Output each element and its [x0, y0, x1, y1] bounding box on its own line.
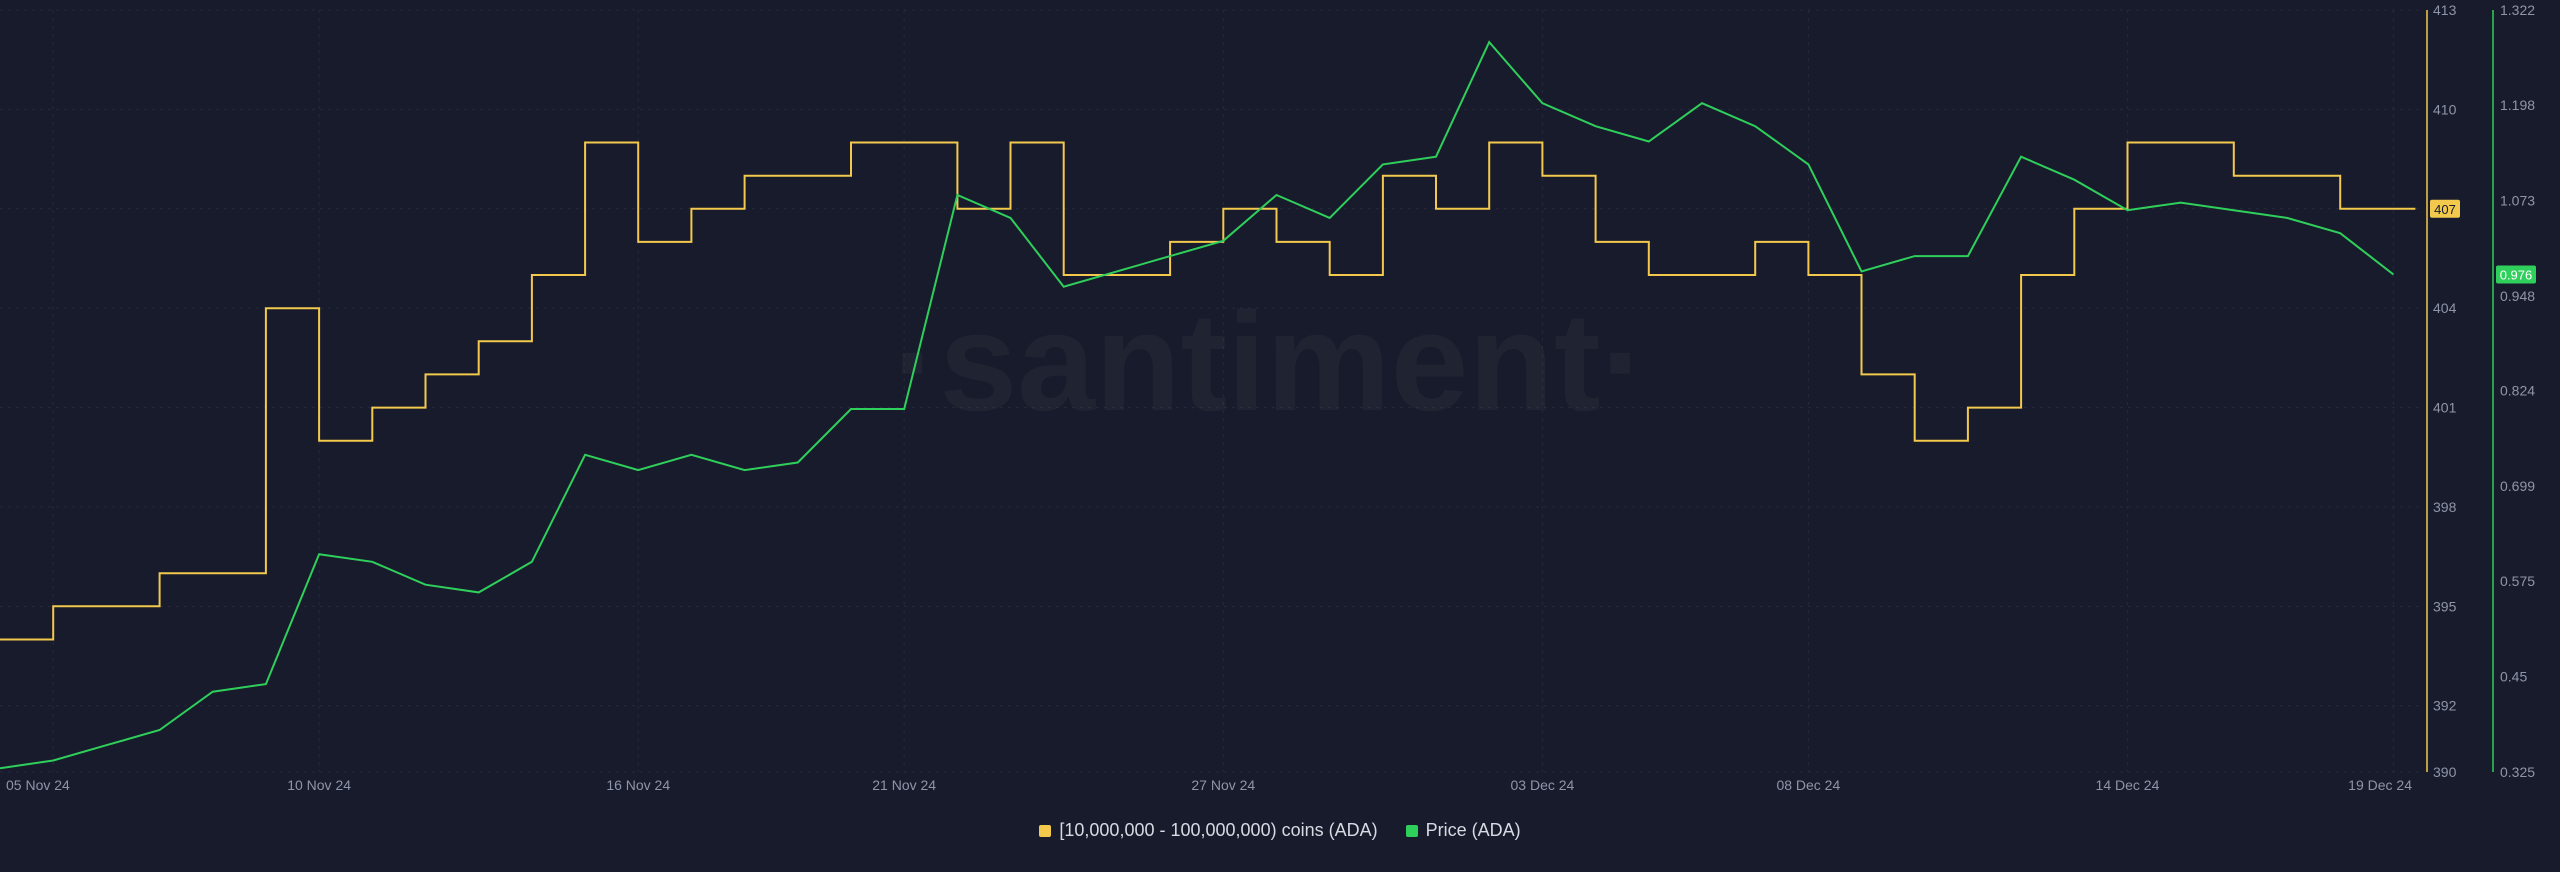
right-axis-tick-label-6: 1.073 — [2500, 192, 2535, 208]
price-last-value-text: 0.976 — [2500, 267, 2533, 282]
left-axis-tick-label-0: 390 — [2433, 764, 2457, 780]
x-tick-label-5: 03 Dec 24 — [1511, 777, 1575, 793]
right-axis-tick-label-2: 0.575 — [2500, 573, 2535, 589]
x-tick-label-3: 21 Nov 24 — [872, 777, 936, 793]
series-line-holders — [0, 141, 2416, 641]
x-tick-label-6: 08 Dec 24 — [1776, 777, 1840, 793]
left-axis-tick-label-8: 413 — [2433, 2, 2457, 18]
legend: [10,000,000 - 100,000,000) coins (ADA) P… — [0, 820, 2560, 841]
legend-swatch-holders — [1039, 824, 1052, 837]
holders-last-value-badge — [2430, 199, 2460, 218]
left-axis-tick-label-1: 392 — [2433, 698, 2457, 714]
left-axis-tick-label-4: 401 — [2433, 400, 2457, 416]
price-last-value-badge — [2496, 265, 2536, 284]
legend-item-holders[interactable]: [10,000,000 - 100,000,000) coins (ADA) — [1039, 820, 1378, 841]
right-axis-tick-label-1: 0.45 — [2500, 668, 2527, 684]
left-axis-tick-label-3: 398 — [2433, 499, 2457, 515]
x-tick-label-4: 27 Nov 24 — [1191, 777, 1255, 793]
legend-swatch-price — [1405, 824, 1418, 837]
right-axis-tick-label-7: 1.198 — [2500, 97, 2535, 113]
right-axis-tick-label-0: 0.325 — [2500, 764, 2535, 780]
left-axis-tick-label-2: 395 — [2433, 598, 2457, 614]
watermark: ·santiment· — [893, 283, 1647, 440]
legend-item-price[interactable]: Price (ADA) — [1405, 820, 1521, 841]
x-tick-label-2: 16 Nov 24 — [606, 777, 670, 793]
right-axis-tick-label-4: 0.824 — [2500, 383, 2535, 399]
x-tick-label-7: 14 Dec 24 — [2096, 777, 2160, 793]
x-tick-label-1: 10 Nov 24 — [287, 777, 351, 793]
series-line-price — [0, 40, 2395, 770]
holders-last-value-text: 407 — [2434, 202, 2456, 217]
legend-label-price: Price (ADA) — [1425, 820, 1521, 840]
left-axis-tick-label-7: 410 — [2433, 101, 2457, 117]
right-axis-tick-label-3: 0.699 — [2500, 478, 2535, 494]
legend-label-holders: [10,000,000 - 100,000,000) coins (ADA) — [1059, 820, 1378, 840]
x-tick-label-0: 05 Nov 24 — [6, 777, 70, 793]
x-tick-label-8: 19 Dec 24 — [2348, 777, 2412, 793]
right-axis-tick-label-5: 0.948 — [2500, 288, 2535, 304]
left-axis-tick-label-5: 404 — [2433, 300, 2457, 316]
right-axis-tick-label-8: 1.322 — [2500, 2, 2535, 18]
